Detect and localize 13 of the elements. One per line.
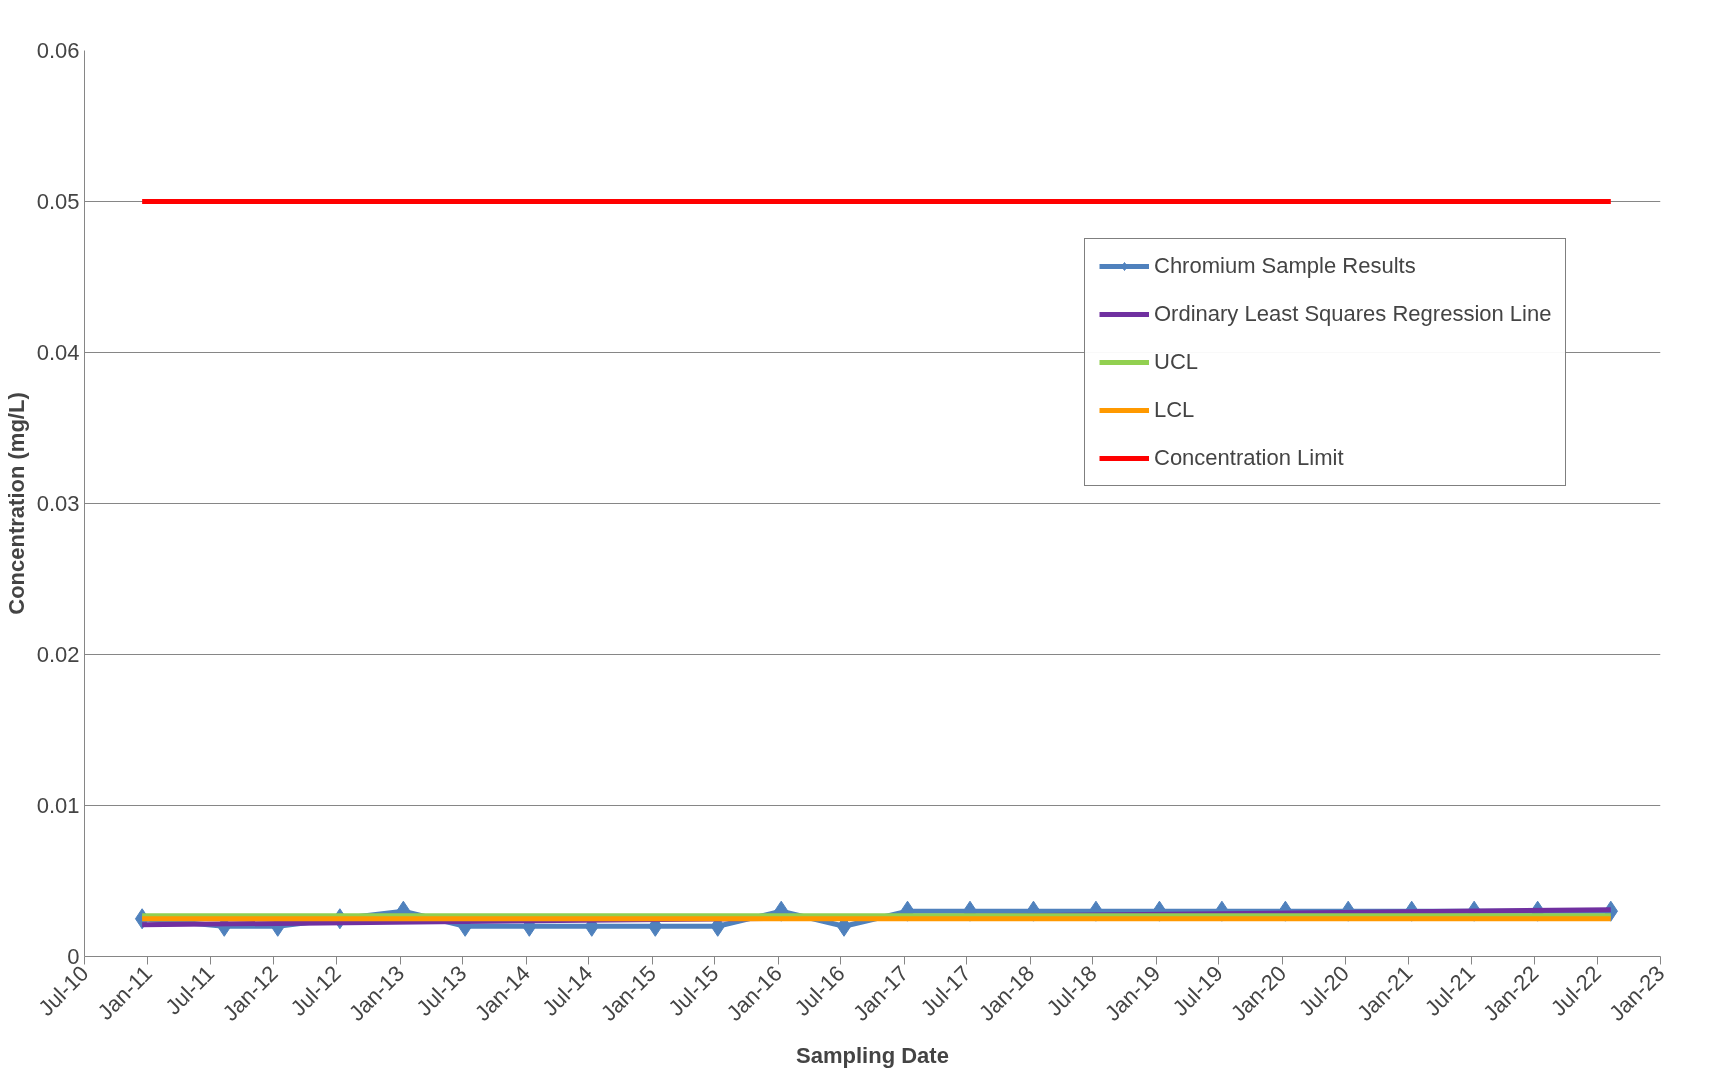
x-axis-title: Sampling Date bbox=[796, 1042, 949, 1068]
y-tick-label: 0.04 bbox=[36, 340, 80, 365]
legend-label: LCL bbox=[1154, 397, 1195, 423]
y-tick-label: 0.06 bbox=[36, 38, 80, 63]
y-tick-label: 0.03 bbox=[36, 491, 80, 516]
y-tick-label: 0.02 bbox=[36, 642, 80, 667]
y-tick-label: 0.01 bbox=[36, 793, 80, 818]
legend-label: Ordinary Least Squares Regression Line bbox=[1154, 301, 1552, 327]
y-axis-title: Concentration (mg/L) bbox=[3, 392, 29, 615]
legend-label: Concentration Limit bbox=[1154, 445, 1344, 471]
y-tick-label: 0.05 bbox=[36, 189, 80, 214]
legend-label: UCL bbox=[1154, 349, 1199, 375]
legend-label: Chromium Sample Results bbox=[1154, 253, 1416, 279]
